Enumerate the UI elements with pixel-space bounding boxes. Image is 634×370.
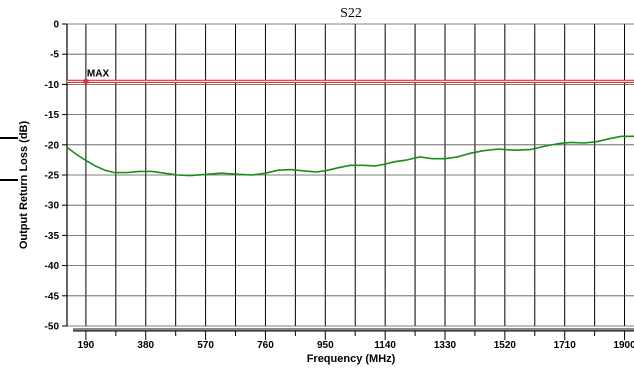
y-tick-label: -40 [45, 261, 60, 272]
left-bracket-mark-bottom [0, 179, 18, 181]
y-tick-label: -10 [45, 80, 60, 91]
y-tick-label: 0 [53, 20, 59, 31]
left-bracket-mark-top [0, 137, 18, 139]
max-label: MAX [87, 68, 110, 79]
y-tick-label: -20 [45, 140, 60, 151]
x-tick-label: 380 [137, 340, 154, 351]
x-tick-label: 190 [78, 340, 95, 351]
x-tick-label: 1520 [494, 340, 517, 351]
y-axis-label: Output Return Loss (dB) [18, 121, 30, 250]
y-tick-label: -5 [50, 50, 59, 61]
y-tick-label: -30 [45, 201, 60, 212]
series-layer [66, 79, 634, 177]
x-tick-label: 950 [317, 340, 334, 351]
x-axis-ticks: 190 380 570 760 950 1140 1330 1520 1710 1900 [73, 328, 634, 351]
x-tick-label: 1900 [613, 340, 634, 351]
x-tick-label: 1710 [554, 340, 577, 351]
x-tick-label: 1140 [374, 340, 396, 351]
chart-title: S22 [340, 6, 362, 21]
x-tick-label: 570 [197, 340, 214, 351]
x-axis-bar [73, 328, 634, 331]
y-tick-label: -25 [45, 171, 60, 182]
x-tick-label: 1330 [434, 340, 457, 351]
y-tick-label: -45 [45, 291, 60, 302]
max-marker [83, 78, 89, 84]
y-tick-label: -35 [45, 231, 60, 242]
y-tick-label: -15 [45, 110, 60, 121]
x-tick-label: 760 [257, 340, 274, 351]
y-axis-ticks: 0 -5 -10 -15 -20 -25 -30 -35 -40 -45 -50 [45, 20, 68, 333]
y-tick-label: -50 [45, 322, 60, 333]
series-line [66, 135, 634, 177]
x-axis-label: Frequency (MHz) [307, 353, 396, 365]
horizontal-grid [67, 23, 634, 327]
annotation-layer: MAX [83, 68, 109, 84]
